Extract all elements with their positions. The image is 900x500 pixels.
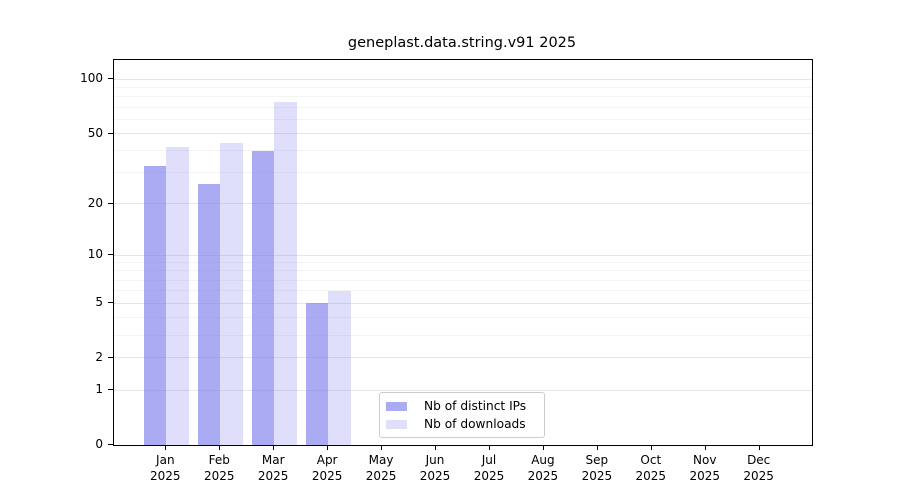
major-gridline [114, 389, 812, 391]
x-tick-label: Nov 2025 [689, 453, 721, 483]
x-tick-mark [381, 445, 383, 450]
minor-gridline [114, 316, 812, 318]
y-tick-mark [108, 389, 113, 391]
minor-gridline [114, 334, 812, 336]
x-tick-label: Oct 2025 [635, 453, 667, 483]
y-tick-mark [108, 302, 113, 304]
x-tick-mark [542, 445, 544, 450]
major-gridline [114, 133, 812, 135]
x-tick-mark [435, 445, 437, 450]
x-tick-label: Sep 2025 [581, 453, 613, 483]
y-tick-label: 5 [95, 295, 103, 310]
minor-gridline [114, 87, 812, 89]
major-gridline [114, 302, 812, 304]
chart-title: geneplast.data.string.v91 2025 [347, 35, 577, 51]
y-tick-mark [108, 202, 113, 204]
minor-gridline [114, 279, 812, 281]
x-tick-mark [273, 445, 275, 450]
x-tick-label: May 2025 [365, 453, 397, 483]
major-gridline [114, 203, 812, 205]
y-tick-mark [108, 356, 113, 358]
minor-gridline [114, 150, 812, 152]
minor-gridline [114, 262, 812, 264]
minor-gridline [114, 118, 812, 120]
x-tick-label: Jul 2025 [473, 453, 505, 483]
bar-downloads [274, 101, 297, 445]
minor-gridline [114, 172, 812, 174]
y-tick-mark [108, 254, 113, 256]
legend-swatch-distinct-ips [386, 401, 407, 411]
bar-distinct-ips [251, 150, 275, 445]
bar-downloads [166, 147, 189, 445]
x-tick-label: Aug 2025 [527, 453, 559, 483]
y-tick-label: 50 [87, 125, 103, 140]
bar-distinct-ips [143, 165, 167, 445]
x-tick-mark [327, 445, 329, 450]
x-tick-label: Feb 2025 [203, 453, 235, 483]
x-tick-label: Mar 2025 [257, 453, 289, 483]
legend-swatch-downloads [386, 419, 407, 429]
bar-downloads [328, 290, 351, 445]
x-tick-mark [650, 445, 652, 450]
x-tick-mark [219, 445, 221, 450]
x-tick-label: Jan 2025 [150, 453, 181, 483]
y-tick-label: 100 [80, 71, 103, 86]
x-tick-mark [704, 445, 706, 450]
plot-area [113, 59, 813, 446]
y-tick-mark [108, 444, 113, 445]
y-tick-mark [108, 132, 113, 134]
y-tick-mark [108, 78, 113, 80]
legend-entry-downloads: Nb of downloads [380, 417, 544, 431]
y-tick-label: 0 [95, 437, 103, 451]
x-tick-label: Dec 2025 [743, 453, 774, 483]
legend-label-downloads: Nb of downloads [424, 417, 526, 431]
y-tick-label: 20 [87, 195, 103, 210]
y-tick-label: 10 [87, 247, 103, 262]
bar-distinct-ips [197, 183, 221, 445]
minor-gridline [114, 270, 812, 272]
x-tick-label: Apr 2025 [311, 453, 343, 483]
major-gridline [114, 254, 812, 256]
x-tick-mark [165, 445, 167, 450]
minor-gridline [114, 106, 812, 108]
y-tick-label: 2 [95, 349, 103, 364]
major-gridline [114, 78, 812, 80]
minor-gridline [114, 96, 812, 98]
x-tick-mark [596, 445, 598, 450]
minor-gridline [114, 290, 812, 292]
bar-downloads [220, 143, 243, 445]
major-gridline [114, 357, 812, 359]
y-tick-label: 1 [95, 382, 103, 397]
x-tick-mark [758, 445, 760, 450]
x-tick-label: Jun 2025 [419, 453, 451, 483]
legend-entry-distinct-ips: Nb of distinct IPs [380, 399, 544, 413]
x-tick-mark [488, 445, 490, 450]
legend: Nb of distinct IPs Nb of downloads [379, 392, 545, 438]
bar-distinct-ips [305, 303, 329, 445]
legend-label-distinct-ips: Nb of distinct IPs [424, 399, 527, 413]
